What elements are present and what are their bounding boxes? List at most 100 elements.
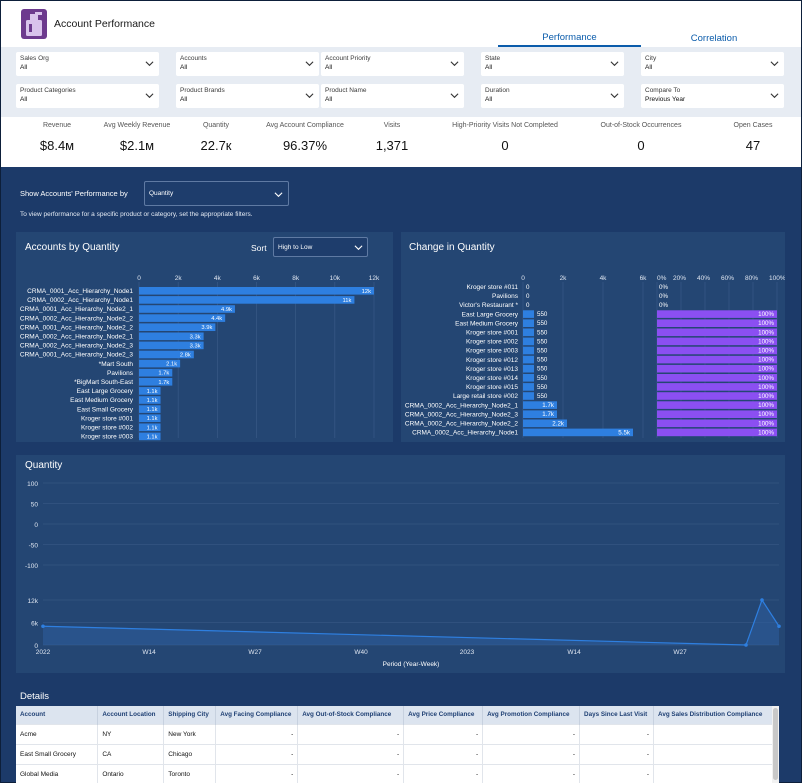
x-tick-label: 0 [137,275,141,282]
category-label: Kroger store #012 [466,357,518,364]
bar-value-label: 2.1k [166,362,177,368]
table-cell: - [653,723,779,744]
table-cell: - [403,763,484,783]
bar-value-label: 1.1k [147,416,158,422]
bar [139,314,226,322]
category-label: Kroger store #015 [466,384,518,391]
x-axis-title: Period (Year-Week) [383,661,440,668]
category-label: Victor's Restaurant * [459,302,518,309]
pct-bar [657,364,777,373]
column-header[interactable]: Account Location [97,706,165,724]
kpi-quantity: Quantity 22.7к [177,117,255,153]
x-tick-label: W14 [567,649,581,656]
category-label: Large retail store #002 [453,393,518,400]
chevron-down-icon [450,61,459,67]
x-tick-label: W27 [248,649,262,656]
filter-duration[interactable]: Duration All [481,84,624,108]
bar [139,368,173,377]
filter-label: State [485,55,501,62]
bar-value-label: 550 [537,320,548,327]
tab-performance[interactable]: Performance [498,32,641,47]
column-header[interactable]: Avg Sales Distribution Compliance [653,706,779,724]
bar-value-label: 550 [537,348,548,355]
table-cell: Ontario [97,763,165,783]
pct-bar [657,401,777,409]
filter-value: All [20,96,28,103]
pct-value-label: 100% [758,329,774,336]
filter-accounts[interactable]: Accounts All [176,52,319,76]
bar [139,414,161,422]
bar-value-label: 550 [537,329,548,336]
bar [523,346,534,355]
x-tick-label: 6k [640,275,648,282]
category-label: East Medium Grocery [455,320,519,327]
bar-value-label: 1.1k [147,389,158,395]
kpi-label: Visits [383,122,401,129]
pct-value-label: 100% [758,338,774,345]
table-cell: - [579,743,655,764]
kpi-label: Out-of-Stock Occurrences [600,122,682,129]
table-cell: NY [97,723,165,744]
column-header[interactable]: Avg Price Compliance [403,706,484,724]
tab-correlation[interactable]: Correlation [690,33,738,44]
kpi-revenue: Revenue $8.4м [1,117,113,153]
bar [523,383,534,391]
pct-bar [657,310,777,318]
table-scrollbar[interactable] [772,706,779,783]
bar [139,359,181,368]
filter-state[interactable]: State All [481,52,624,76]
table-cell: - [297,763,405,783]
table-cell: - [297,723,405,744]
filter-account-priority[interactable]: Account Priority All [321,52,464,76]
column-header[interactable]: Avg Promotion Compliance [482,706,581,724]
filter-product-categories[interactable]: Product Categories All [16,84,159,108]
pct-bar [657,328,777,337]
kpi-value: $2.1м [119,138,155,153]
category-label: Pavilions [492,293,519,300]
bar-value-label: 1.1k [147,425,158,431]
scrollbar-thumb[interactable] [773,708,778,780]
table-cell: - [215,763,299,783]
pct-bar [657,383,777,391]
showby-select[interactable]: Quantity [144,181,289,206]
filter-compare-to[interactable]: Compare To Previous Year [641,84,784,108]
kpi-avg-account-compliance: Avg Account Compliance 96.37% [251,117,359,153]
bar [139,332,204,341]
bar-value-label: 0 [526,284,530,291]
bar-value-label: 5.5k [618,429,631,436]
column-header[interactable]: Days Since Last Visit [579,706,655,724]
showby-value: Quantity [149,190,174,197]
filter-product-name[interactable]: Product Name All [321,84,464,108]
filter-city[interactable]: City All [641,52,784,76]
bar [139,396,161,404]
pct-value-label: 100% [758,366,774,373]
column-header[interactable]: Shipping City [163,706,217,724]
filter-sales-org[interactable]: Sales Org All [16,52,159,76]
table-cell: Chicago [163,743,217,764]
x-tick-label: W14 [142,649,156,656]
filter-product-brands[interactable]: Product Brands All [176,84,319,108]
column-header[interactable]: Account [16,706,99,724]
x-tick-label: 2k [560,275,568,282]
x-tick-label: 10k [330,275,341,282]
x-tick-label: 4k [214,275,222,282]
bar-value-label: 3.9k [201,325,212,331]
filter-value: All [485,96,493,103]
sort-label: Sort [251,243,267,253]
column-header[interactable]: Avg Facing Compliance [215,706,299,724]
y-tick-label: 12k [28,598,39,605]
kpi-label: Avg Weekly Revenue [103,122,171,129]
bar-value-label: 2.8k [180,353,191,359]
kpi-avg-weekly-revenue: Avg Weekly Revenue $2.1м [85,117,189,153]
sort-select[interactable]: High to Low [273,237,368,257]
kpi-strip: Revenue $8.4м Avg Weekly Revenue $2.1м Q… [1,117,801,167]
filter-value: All [180,96,188,103]
column-header[interactable]: Avg Out-of-Stock Compliance [297,706,405,724]
x-tick-label: 2k [175,275,183,282]
category-label: Kroger store #002 [466,339,518,346]
sort-value: High to Low [278,244,313,251]
